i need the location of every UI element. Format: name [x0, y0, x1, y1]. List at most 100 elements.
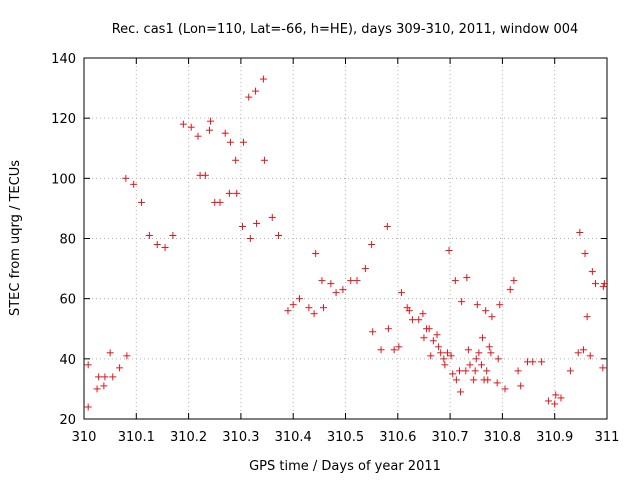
data-point [347, 277, 355, 285]
data-point [138, 198, 146, 206]
x-tick-label: 310.6 [379, 430, 416, 445]
x-tick-label: 310.8 [484, 430, 521, 445]
data-point [312, 250, 320, 258]
data-point [473, 301, 481, 309]
data-point [153, 241, 161, 249]
data-point [470, 376, 478, 384]
data-point [318, 277, 326, 285]
data-point [101, 373, 109, 381]
y-tick-labels: 20 40 60 80 100 120 140 [51, 52, 76, 428]
data-point [488, 313, 496, 321]
data-point [206, 126, 214, 134]
data-point [245, 93, 253, 101]
data-point [483, 367, 491, 375]
data-point [252, 87, 260, 95]
data-point [551, 400, 559, 408]
data-point [109, 373, 117, 381]
x-tick-label: 310.5 [327, 430, 364, 445]
data-point [397, 289, 405, 297]
data-point [510, 277, 518, 285]
data-point [464, 346, 472, 354]
data-point [475, 349, 483, 357]
data-point [405, 307, 413, 315]
data-point [383, 222, 391, 230]
data-point [472, 355, 480, 363]
data-point [425, 325, 433, 333]
data-point [384, 325, 392, 333]
data-point [538, 358, 546, 366]
data-point [591, 280, 599, 288]
data-point [408, 316, 416, 324]
data-points [84, 75, 608, 411]
y-tick-label: 140 [51, 52, 76, 67]
data-point [116, 364, 124, 372]
data-point [440, 355, 448, 363]
data-point [226, 138, 234, 146]
data-point [145, 231, 153, 239]
axis-ticks [83, 57, 608, 420]
x-tick-label: 310.9 [536, 430, 573, 445]
data-point [275, 231, 283, 239]
data-point [339, 286, 347, 294]
data-point [106, 349, 114, 357]
data-point [529, 358, 537, 366]
data-point [484, 376, 492, 384]
data-point [494, 355, 502, 363]
data-point [517, 382, 525, 390]
data-point [353, 277, 361, 285]
chart-title: Rec. cas1 (Lon=110, Lat=-66, h=HE), days… [112, 22, 579, 37]
x-tick-label: 310 [72, 430, 97, 445]
data-point [581, 250, 589, 258]
data-point [441, 361, 449, 369]
x-axis-label: GPS time / Days of year 2011 [249, 459, 441, 474]
data-point [566, 367, 574, 375]
x-tick-labels: 310 310.1 310.2 310.3 310.4 310.5 310.6 310.7 31… [72, 430, 620, 445]
data-point [458, 298, 466, 306]
data-point [289, 301, 297, 309]
data-point [419, 310, 427, 318]
data-point [574, 349, 582, 357]
data-point [225, 189, 233, 197]
data-point [332, 289, 340, 297]
data-point [95, 373, 103, 381]
data-point [420, 334, 428, 342]
data-point [477, 361, 485, 369]
y-tick-label: 40 [59, 353, 76, 368]
x-tick-label: 311 [595, 430, 620, 445]
data-point [452, 376, 460, 384]
data-point [552, 391, 560, 399]
data-point [233, 189, 241, 197]
data-point [310, 310, 318, 318]
data-point [161, 244, 169, 252]
data-point [544, 397, 552, 405]
data-point [463, 274, 471, 282]
x-tick-label: 310.2 [170, 430, 207, 445]
data-point [216, 198, 224, 206]
data-point [437, 349, 445, 357]
data-point [427, 352, 435, 360]
data-point [377, 346, 385, 354]
data-point [320, 304, 328, 312]
data-point [485, 343, 493, 351]
data-point [238, 222, 246, 230]
data-point [169, 231, 177, 239]
data-point [305, 304, 313, 312]
data-point [496, 301, 504, 309]
data-point [501, 385, 509, 393]
y-tick-label: 60 [59, 293, 76, 308]
data-point [84, 361, 92, 369]
data-point [221, 129, 229, 137]
data-point [462, 367, 470, 375]
data-point [599, 283, 607, 291]
data-point [451, 277, 459, 285]
data-point [368, 241, 376, 249]
data-point [445, 247, 453, 255]
data-point [599, 364, 607, 372]
y-tick-label: 120 [51, 112, 76, 127]
data-point [479, 334, 487, 342]
data-point [260, 156, 268, 164]
y-tick-label: 100 [51, 172, 76, 187]
data-point [586, 352, 594, 360]
y-tick-label: 80 [59, 233, 76, 248]
